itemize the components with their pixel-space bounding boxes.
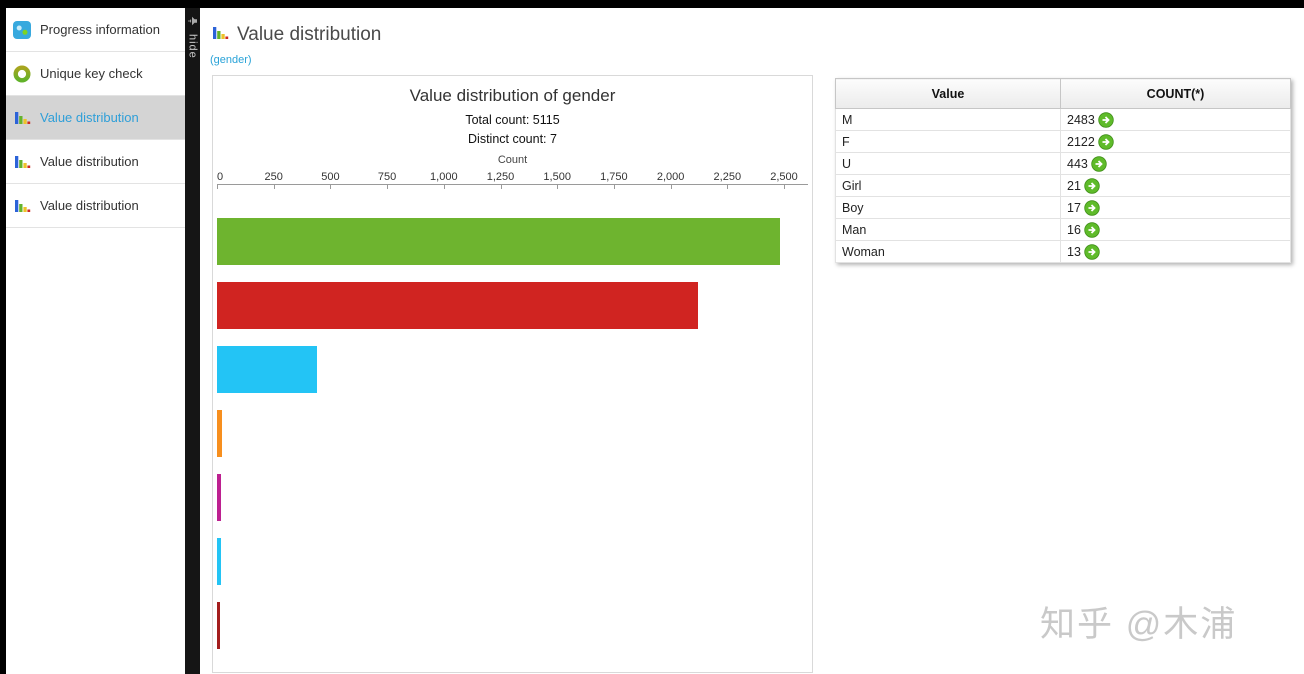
hide-label: hide [186, 34, 199, 59]
table-row: Boy 17 [835, 196, 1291, 219]
count-cell: 17 [1067, 200, 1081, 215]
drill-arrow-button[interactable] [1084, 243, 1100, 260]
drill-arrow-button[interactable] [1084, 199, 1100, 216]
count-cell: 2483 [1067, 112, 1095, 127]
x-tick: 750 [377, 171, 397, 183]
x-tickmark [500, 185, 502, 189]
sidebar-item-value-distribution-3[interactable]: Value distribution [6, 184, 185, 228]
drill-arrow-button[interactable] [1098, 111, 1114, 128]
top-bar [0, 0, 1304, 8]
table-row: Girl 21 [835, 174, 1291, 197]
count-cell: 2122 [1067, 134, 1095, 149]
x-tick: 2,250 [713, 171, 742, 183]
sidebar-item-label: Value distribution [40, 154, 139, 169]
progress-icon [12, 20, 32, 40]
x-axis-ticks: 0 250 500 750 1,000 1,250 1,500 1,750 2,000 2,250… [217, 171, 798, 184]
x-tickmark [784, 185, 785, 189]
sidebar-item-value-distribution-2[interactable]: Value distribution [6, 140, 185, 184]
sidebar-item-label: Value distribution [40, 110, 139, 125]
value-cell: U [835, 152, 1061, 175]
drill-arrow-button[interactable] [1098, 133, 1114, 150]
x-tickmark [670, 185, 672, 189]
x-axis-line [217, 184, 808, 190]
col-header-value: Value [835, 78, 1061, 109]
x-tickmark [613, 185, 615, 189]
bar-m [217, 218, 781, 265]
x-tickmark [217, 185, 218, 189]
sidebar-item-label: Progress information [40, 22, 160, 37]
x-tickmark [727, 185, 729, 189]
bar-girl [217, 410, 222, 457]
table-row: Woman 13 [835, 240, 1291, 263]
speaker-icon [188, 13, 198, 31]
sidebar-item-label: Unique key check [40, 66, 143, 81]
drill-arrow-button[interactable] [1084, 221, 1100, 238]
distinct-count: Distinct count: 7 [468, 132, 557, 146]
x-tick: 250 [264, 171, 283, 183]
bar-u [217, 346, 318, 393]
bar-chart-icon [12, 108, 32, 128]
col-header-count: COUNT(*) [1060, 78, 1291, 109]
left-edge [0, 0, 6, 674]
table-row: F 2122 [835, 130, 1291, 153]
column-link-gender[interactable]: (gender) [210, 54, 252, 66]
value-cell: Boy [835, 196, 1061, 219]
bars [217, 218, 784, 649]
x-tick: 500 [321, 171, 340, 183]
drill-arrow-button[interactable] [1091, 155, 1107, 172]
x-tickmark [273, 185, 275, 189]
bar-boy [217, 474, 221, 521]
x-tick: 1,500 [543, 171, 571, 183]
drill-arrow-button[interactable] [1084, 177, 1100, 194]
x-tick: 1,000 [430, 171, 458, 183]
sidebar: Progress information Unique key check Va… [6, 8, 185, 674]
table-row: Man 16 [835, 218, 1291, 241]
x-axis-title: Count [497, 154, 528, 166]
bar-chart-icon [12, 196, 32, 216]
value-table: Value COUNT(*) M 2483 F 2122 U 443 [835, 78, 1291, 263]
count-cell: 13 [1067, 244, 1081, 259]
sidebar-item-value-distribution-1[interactable]: Value distribution [6, 96, 185, 140]
sidebar-item-unique-key-check[interactable]: Unique key check [6, 52, 185, 96]
value-cell: M [835, 108, 1061, 131]
bar-f [217, 282, 699, 329]
bar-woman [217, 602, 220, 649]
page-title: Value distribution [237, 24, 382, 45]
bar-man [217, 538, 221, 585]
count-cell: 16 [1067, 222, 1081, 237]
count-cell: 443 [1067, 156, 1088, 171]
main-content: Value distribution (gender) Value distri… [200, 8, 1304, 674]
bar-chart-icon [12, 152, 32, 172]
total-count: Total count: 5115 [465, 113, 560, 127]
unique-key-icon [12, 64, 32, 84]
x-tick: 2,000 [656, 171, 685, 183]
x-tick: 2,500 [770, 171, 798, 183]
x-tickmark [330, 185, 332, 189]
sidebar-item-label: Value distribution [40, 198, 139, 213]
sidebar-collapse-strip[interactable]: hide [185, 8, 200, 674]
x-tickmark [443, 185, 445, 189]
x-tick: 1,250 [486, 171, 515, 183]
value-cell: Woman [835, 240, 1061, 263]
x-tick: 0 [217, 171, 224, 183]
watermark: 知乎 @木浦 [1040, 605, 1238, 644]
page-header: Value distribution [212, 24, 1304, 46]
sidebar-item-progress-information[interactable]: Progress information [6, 8, 185, 52]
value-cell: Man [835, 218, 1061, 241]
chart-title: Value distribution of gender [409, 86, 616, 105]
chart-panel: Value distribution of gender Total count… [212, 75, 813, 673]
value-cell: F [835, 130, 1061, 153]
x-tickmark [387, 185, 389, 189]
table-header-row: Value COUNT(*) [835, 78, 1291, 109]
bar-chart-icon [212, 25, 229, 46]
table-row: M 2483 [835, 108, 1291, 131]
value-cell: Girl [835, 174, 1061, 197]
x-tickmark [557, 185, 559, 189]
count-cell: 21 [1067, 178, 1081, 193]
x-tick: 1,750 [600, 171, 628, 183]
table-row: U 443 [835, 152, 1291, 175]
